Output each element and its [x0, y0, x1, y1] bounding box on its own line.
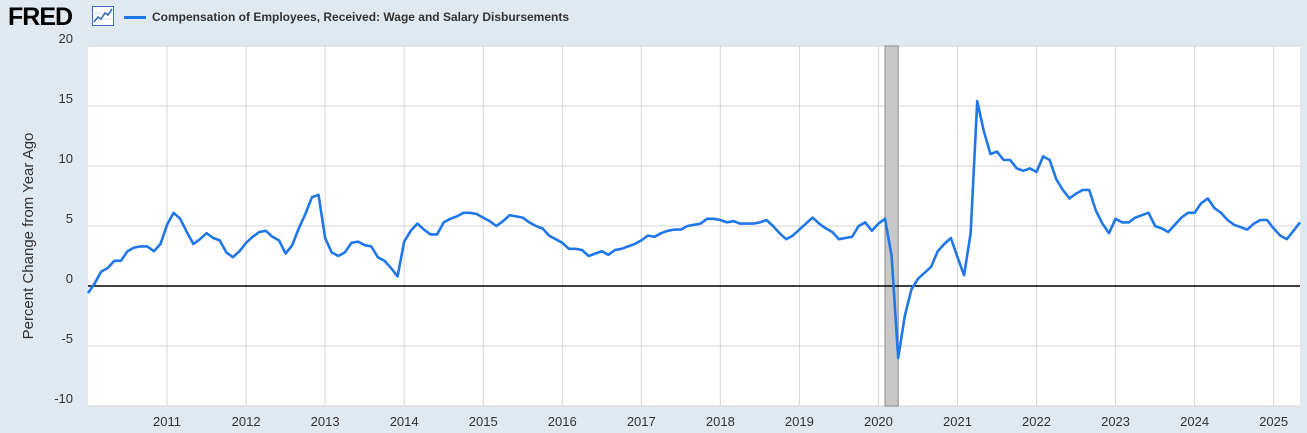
fred-logo[interactable]: FRED: [8, 3, 73, 31]
y-tick-label: -10: [54, 391, 73, 406]
y-tick-label: -5: [61, 331, 73, 346]
series-group: [86, 99, 1302, 360]
x-tick-label: 2016: [548, 414, 577, 429]
line-graph-icon: [92, 6, 114, 26]
series-line[interactable]: [86, 99, 1302, 360]
x-tick-label: 2020: [864, 414, 893, 429]
x-tick-label: 2024: [1180, 414, 1209, 429]
x-tick-label: 2018: [706, 414, 735, 429]
x-tick-label: 2021: [943, 414, 972, 429]
y-tick-label: 10: [59, 151, 73, 166]
y-axis-label: Percent Change from Year Ago: [20, 133, 37, 340]
legend[interactable]: Compensation of Employees, Received: Wag…: [124, 9, 569, 25]
y-tick-label: 0: [66, 271, 73, 286]
x-tick-label: 2017: [627, 414, 656, 429]
y-axis-ticks: 20 15 10 5 0 -5 -10: [54, 31, 73, 406]
y-tick-label: 15: [59, 91, 73, 106]
x-axis-ticks: 2011 2012 2013 2014 2015 2016 2017 2018 2019 2020…: [153, 414, 1288, 429]
chart-header: FRED Compensation of Employees, Received…: [0, 0, 1307, 34]
legend-swatch: [124, 15, 146, 19]
x-tick-label: 2013: [311, 414, 340, 429]
x-tick-label: 2023: [1101, 414, 1130, 429]
x-tick-label: 2019: [785, 414, 814, 429]
x-tick-label: 2012: [232, 414, 261, 429]
x-tick-label: 2011: [153, 414, 181, 429]
x-tick-label: 2014: [390, 414, 419, 429]
y-tick-label: 20: [59, 31, 73, 46]
y-tick-label: 5: [66, 211, 73, 226]
x-tick-label: 2022: [1022, 414, 1051, 429]
x-tick-label: 2025: [1259, 414, 1288, 429]
x-tick-label: 2015: [469, 414, 498, 429]
legend-series-label: Compensation of Employees, Received: Wag…: [152, 10, 570, 24]
